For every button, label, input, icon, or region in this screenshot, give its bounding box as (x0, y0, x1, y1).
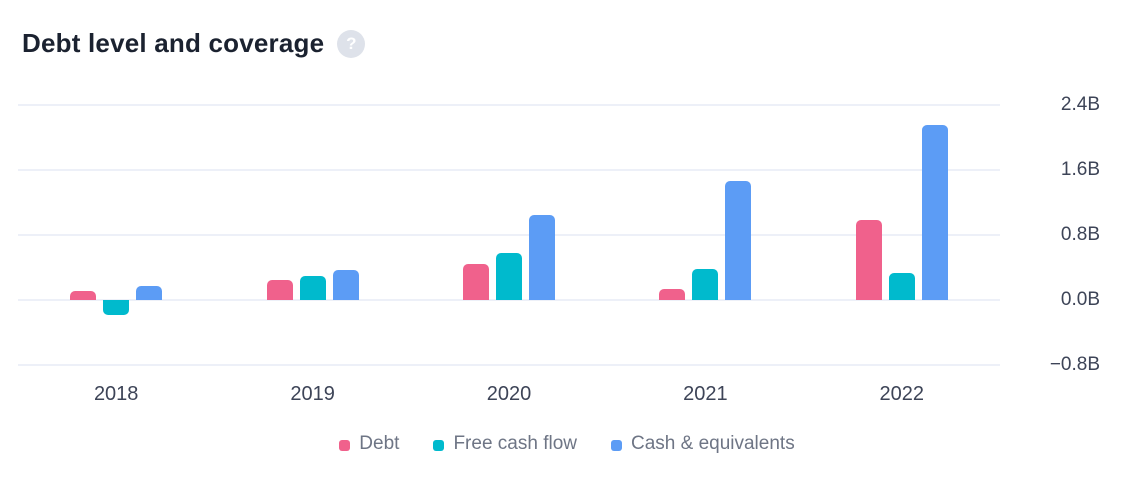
bar-free-cash-flow-2018[interactable] (103, 300, 130, 316)
bar-cash-and-equivalents-2018[interactable] (136, 286, 163, 300)
x-axis-label: 2018 (93, 383, 139, 405)
gridline-0.8B (18, 234, 1000, 236)
legend-item-debt: Debt (339, 433, 399, 455)
gridline-2.4B (18, 104, 1000, 106)
x-axis-label: 2020 (486, 383, 532, 405)
legend-swatch-debt (339, 439, 351, 451)
bar-cash-and-equivalents-2019[interactable] (332, 269, 359, 300)
gridline-1.6B (18, 169, 1000, 171)
bar-debt-2019[interactable] (266, 279, 293, 300)
bar-debt-2018[interactable] (70, 291, 97, 300)
legend-item-cash-and-equivalents: Cash & equivalents (610, 433, 795, 455)
chart-header: Debt level and coverage ? (22, 28, 366, 59)
y-axis-label: −0.8B (1049, 354, 1100, 375)
bar-debt-2021[interactable] (659, 289, 686, 300)
chart-title: Debt level and coverage (22, 28, 325, 58)
legend-item-free-cash-flow: Free cash flow (433, 433, 577, 455)
bar-debt-2020[interactable] (463, 264, 489, 300)
bar-free-cash-flow-2022[interactable] (888, 273, 915, 300)
bar-cash-and-equivalents-2020[interactable] (529, 214, 555, 300)
bar-free-cash-flow-2019[interactable] (299, 275, 326, 300)
y-axis-label: 1.6B (1060, 159, 1100, 180)
legend-label: Debt (359, 433, 400, 454)
bar-free-cash-flow-2021[interactable] (692, 269, 719, 300)
y-axis-label: 0.0B (1060, 289, 1100, 310)
x-axis-label: 2019 (290, 383, 335, 405)
legend-swatch-free-cash-flow (433, 439, 445, 451)
question-mark-icon[interactable]: ? (337, 29, 366, 58)
x-axis-label: 2022 (879, 383, 925, 405)
gridline-0.0B (18, 299, 1000, 301)
y-axis-label: 2.4B (1060, 94, 1100, 115)
gridline-−0.8B (18, 364, 1000, 366)
bar-cash-and-equivalents-2021[interactable] (725, 180, 752, 300)
bar-free-cash-flow-2020[interactable] (496, 252, 522, 300)
bar-debt-2022[interactable] (855, 220, 882, 300)
bar-cash-and-equivalents-2022[interactable] (921, 125, 948, 300)
legend-label: Cash & equivalents (630, 433, 795, 454)
chart-legend: Debt Free cash flow Cash & equivalents (0, 433, 1134, 455)
legend-swatch-cash-and-equivalents (610, 439, 622, 451)
y-axis-label: 0.8B (1060, 224, 1100, 245)
x-axis-label: 2021 (683, 383, 728, 405)
legend-label: Free cash flow (453, 433, 577, 454)
